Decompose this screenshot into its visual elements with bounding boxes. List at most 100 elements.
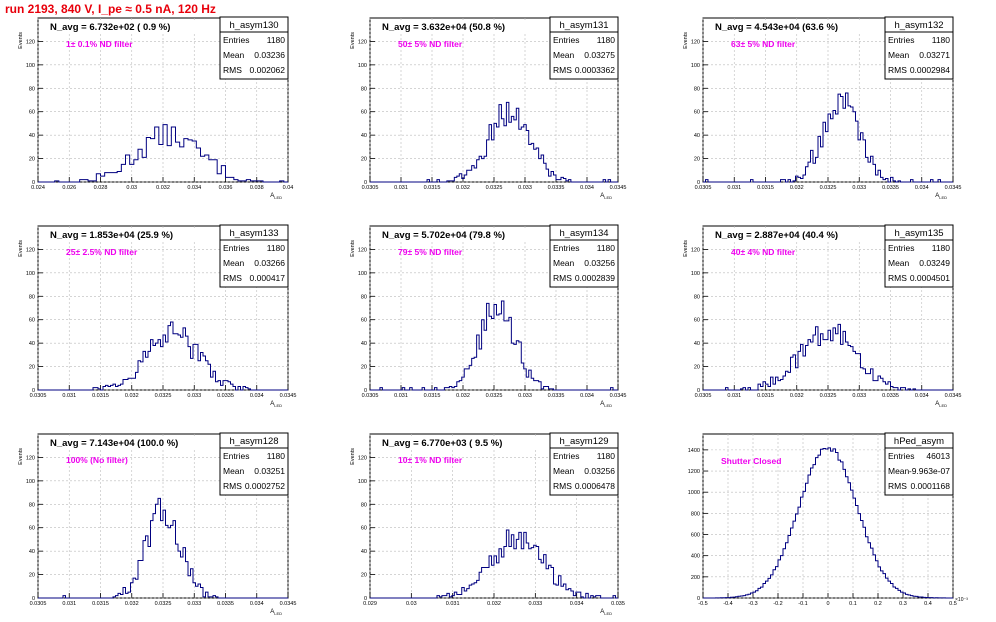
y-tick-label: 100 (691, 271, 700, 277)
stats-label: RMS (888, 273, 907, 283)
x-tick-label: 0.0345 (280, 601, 297, 607)
x-tick-label: -0.2 (773, 601, 782, 607)
y-tick-label: 60 (29, 318, 35, 324)
avg-label: N_avg = 7.143e+04 (100.0 %) (50, 438, 178, 449)
stats-label: Entries (223, 35, 249, 45)
x-tick-label: 0.0335 (882, 393, 899, 399)
x-tick-label: 0.03 (406, 601, 417, 607)
x-tick-label: 0 (826, 601, 829, 607)
x-axis-label: ALED (935, 401, 947, 408)
x-tick-label: 0.0345 (945, 185, 962, 191)
x-tick-label: 0.03 (126, 185, 137, 191)
x-tick-label: 0.0315 (92, 393, 109, 399)
stats-value: 1180 (267, 35, 286, 45)
x-tick-label: 0.0315 (757, 393, 774, 399)
y-tick-label: 20 (361, 157, 367, 163)
stats-value: 0.03275 (584, 50, 615, 60)
stats-label: Mean (553, 466, 575, 476)
x-tick-label: 0.0325 (486, 185, 503, 191)
panel-h_asym132: 0.0305 0.031 0.0315 0.032 0.0325 0.033 0.0335 0… (683, 16, 962, 200)
avg-label: N_avg = 5.702e+04 (79.8 %) (382, 230, 505, 241)
y-tick-label: 40 (694, 341, 700, 347)
y-tick-label: 0 (364, 388, 367, 394)
stats-label: Entries (223, 243, 249, 253)
stats-label: Mean (223, 258, 245, 268)
y-tick-label: 40 (29, 549, 35, 555)
x-tick-label: 0.0305 (30, 601, 47, 607)
x-tick-label: 0.0325 (155, 601, 172, 607)
stats-label: RMS (888, 481, 907, 491)
stats-value: 0.0006478 (575, 481, 615, 491)
filter-annotation: 10± 1% ND filter (398, 455, 463, 465)
y-tick-label: 100 (358, 271, 367, 277)
stats-label: Entries (223, 451, 249, 461)
panel-h_asym135: 0.0305 0.031 0.0315 0.032 0.0325 0.033 0.0335 0… (683, 224, 962, 408)
x-axis-label: ALED (935, 193, 947, 200)
x-tick-label: 0.0345 (945, 393, 962, 399)
stats-box: h_asym133 Entries 1180 Mean 0.03266 RMS 0.0004… (219, 224, 289, 288)
x-tick-label: 0.4 (924, 601, 932, 607)
x-tick-label: 0.0335 (548, 185, 565, 191)
stats-label: Mean (223, 50, 245, 60)
x-tick-label: 0.033 (518, 185, 532, 191)
x-tick-label: 0.031 (62, 601, 76, 607)
x-tick-label: 0.0325 (155, 393, 172, 399)
y-tick-label: 100 (691, 63, 700, 69)
y-tick-label: 100 (26, 271, 35, 277)
y-tick-label: 120 (26, 39, 35, 45)
y-tick-label: 120 (358, 455, 367, 461)
x-axis-label: ALED (600, 609, 612, 616)
histogram-line (38, 321, 288, 391)
histogram-name: h_asym130 (229, 20, 278, 31)
x-tick-label: 0.034 (250, 601, 264, 607)
y-tick-label: 60 (694, 110, 700, 116)
x-tick-label: 0.031 (727, 185, 741, 191)
x-tick-label: 0.0335 (882, 185, 899, 191)
x-tick-label: 0.0335 (217, 601, 234, 607)
x-tick-label: 0.034 (580, 185, 594, 191)
x-tick-label: 0.026 (62, 185, 76, 191)
histogram-line (703, 447, 953, 599)
filter-annotation: 79± 5% ND filter (398, 247, 463, 257)
y-tick-label: 200 (691, 575, 700, 581)
y-tick-label: 0 (697, 596, 700, 602)
stats-value: 0.0002839 (575, 273, 615, 283)
stats-box: h_asym135 Entries 1180 Mean 0.03249 RMS 0.0004… (884, 224, 954, 288)
avg-label: N_avg = 2.887e+04 (40.4 %) (715, 230, 838, 241)
stats-label: RMS (553, 65, 572, 75)
y-tick-label: 0 (32, 180, 35, 186)
x-tick-label: 0.0325 (486, 393, 503, 399)
stats-value: 1180 (597, 35, 616, 45)
y-tick-label: 80 (694, 86, 700, 92)
y-axis-label: Events (683, 240, 689, 257)
histogram-line (370, 300, 618, 391)
y-tick-label: 0 (697, 388, 700, 394)
x-tick-label: 0.0345 (610, 185, 627, 191)
run-title: run 2193, 840 V, I_pe ≈ 0.5 nA, 120 Hz (5, 2, 216, 16)
x-tick-label: -0.4 (723, 601, 732, 607)
stats-value: 0.03236 (254, 50, 285, 60)
x-tick-label: 0.0345 (280, 393, 297, 399)
x-tick-label: 0.04 (283, 185, 294, 191)
panel-h_asym128: 0.0305 0.031 0.0315 0.032 0.0325 0.033 0.0335 0… (18, 432, 297, 616)
x-tick-label: 0.034 (570, 601, 584, 607)
y-tick-label: 0 (32, 388, 35, 394)
filter-annotation: 63± 5% ND filter (731, 39, 796, 49)
y-tick-label: 80 (29, 294, 35, 300)
stats-value: 0.03271 (919, 50, 950, 60)
x-tick-label: 0.024 (31, 185, 45, 191)
x-tick-label: 0.028 (94, 185, 108, 191)
x-tick-label: 0.0305 (362, 393, 379, 399)
y-tick-label: 120 (26, 247, 35, 253)
x-tick-label: 0.1 (849, 601, 857, 607)
stats-value: 0.03266 (254, 258, 285, 268)
stats-value: 0.0004501 (910, 273, 950, 283)
histogram-name: h_asym131 (559, 20, 608, 31)
x-tick-label: 0.033 (852, 185, 866, 191)
y-tick-label: 120 (691, 39, 700, 45)
x-tick-label: 0.0325 (820, 393, 837, 399)
filter-annotation: 25± 2.5% ND filter (66, 247, 138, 257)
y-tick-label: 0 (697, 180, 700, 186)
y-axis-label: Events (18, 448, 24, 465)
x-tick-label: 0.031 (394, 393, 408, 399)
